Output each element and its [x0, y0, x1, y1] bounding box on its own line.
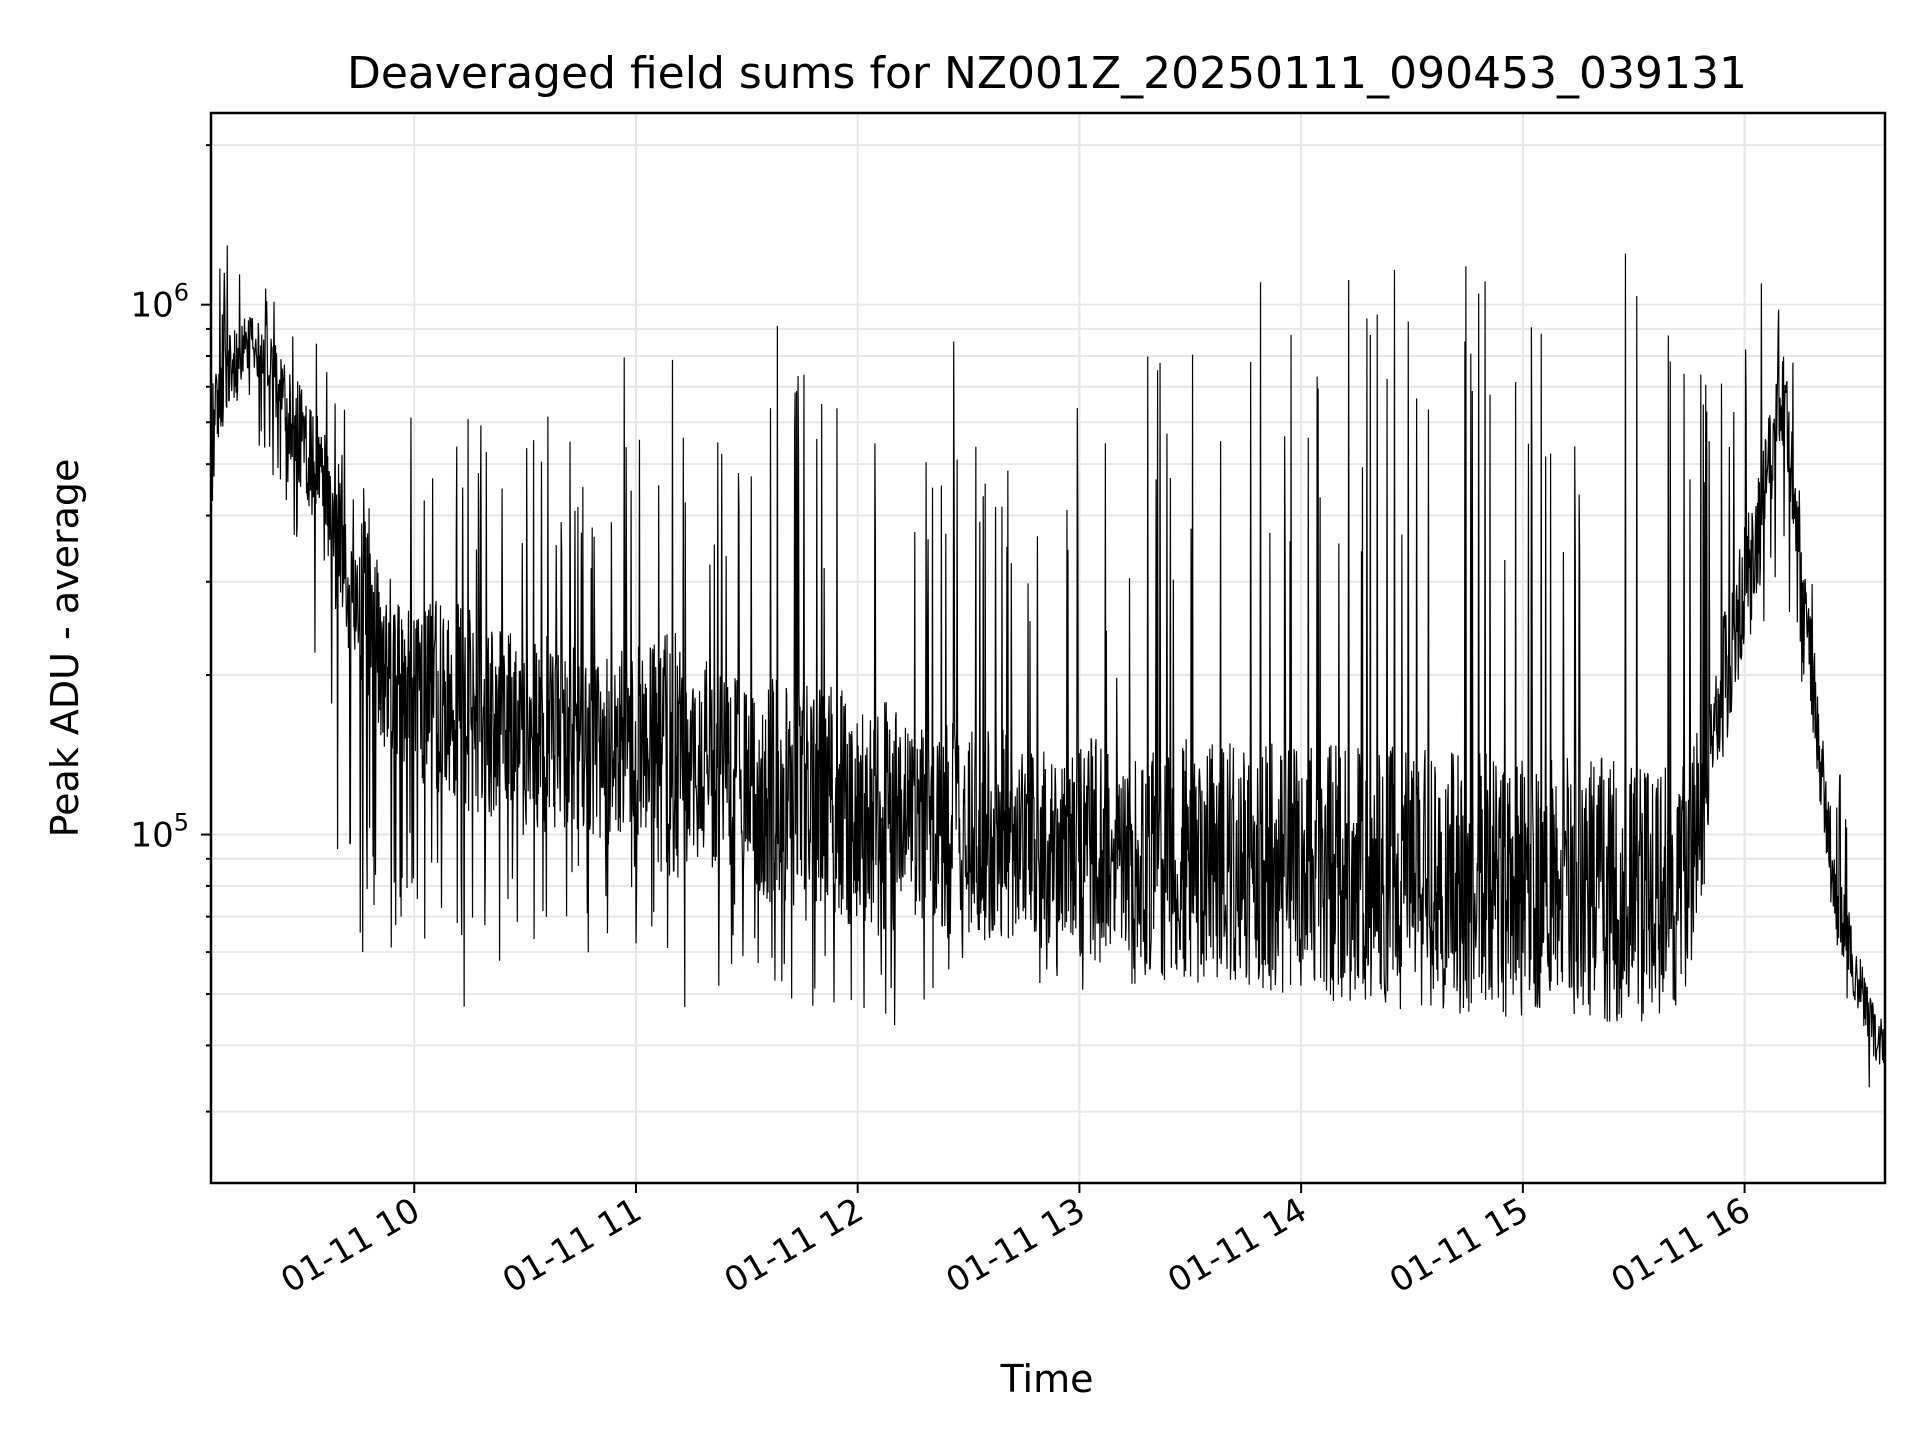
series-layer [210, 245, 1886, 1088]
x-axis: 01-11 10 01-11 11 01-11 12 01-11 13 01-11 14… [274, 1183, 1757, 1301]
x-tick-label: 01-11 13 [940, 1190, 1092, 1301]
x-tick-label: 01-11 10 [274, 1190, 426, 1301]
y-axis-label: Peak ADU - average [43, 459, 87, 838]
chart-title: Deaveraged field sums for NZ001Z_2025011… [347, 48, 1747, 99]
x-tick-label: 01-11 12 [718, 1190, 870, 1301]
x-axis-label: Time [1000, 1357, 1094, 1401]
y-tick-label: 105 [130, 809, 189, 856]
x-tick-label: 01-11 16 [1605, 1190, 1757, 1301]
grid-lines [211, 113, 1885, 1183]
x-tick-label: 01-11 15 [1383, 1190, 1535, 1301]
plot-frame [209, 111, 1887, 1185]
y-tick-label: 106 [130, 279, 189, 326]
x-tick-label: 01-11 14 [1161, 1190, 1313, 1301]
series-line [210, 245, 1886, 1088]
y-axis: 105 106 [130, 144, 211, 1113]
x-tick-label: 01-11 11 [496, 1190, 648, 1301]
